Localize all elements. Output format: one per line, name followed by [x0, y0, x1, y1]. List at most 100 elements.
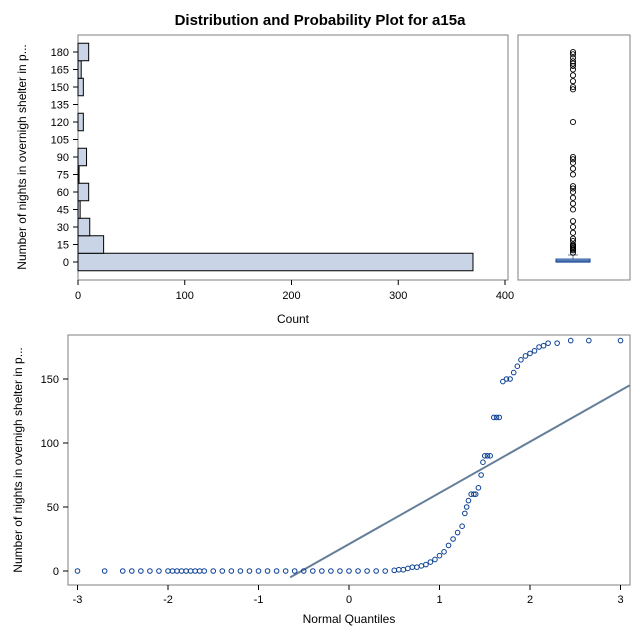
boxplot-outlier	[569, 48, 577, 56]
qq-point	[540, 342, 547, 349]
histogram-y-tick-label: 45	[57, 205, 69, 217]
histogram-x-tick-label: 0	[75, 290, 81, 302]
qq-y-axis-label: Number of nights in overnigh shelter in …	[11, 347, 25, 572]
qq-point	[480, 459, 486, 466]
histogram-panel: 0 15 30 45 60 75 90 105 120 135 150 165 180 0 100 200 3…	[15, 34, 514, 326]
qq-point	[355, 568, 361, 574]
boxplot-outlier	[569, 54, 577, 61]
qq-point	[156, 568, 162, 574]
qq-point	[187, 568, 194, 574]
qq-point	[514, 363, 521, 370]
qq-point	[462, 510, 468, 517]
boxplot-outlier	[569, 200, 577, 207]
qq-point	[74, 568, 81, 574]
histogram-x-tick-label: 400	[496, 290, 514, 302]
qq-x-axis-label: Normal Quantiles	[303, 612, 396, 626]
qq-point	[475, 485, 482, 491]
boxplot-outlier	[569, 183, 577, 190]
histogram-x-axis: 0 100 200 300 400	[75, 280, 514, 302]
boxplot-outlier	[569, 78, 577, 85]
boxplot-body	[555, 254, 591, 263]
boxplot-outlier	[569, 241, 577, 248]
histogram-bar	[77, 200, 81, 219]
histogram-x-axis-label: Count	[277, 312, 310, 326]
qq-point	[496, 414, 503, 421]
qq-point	[228, 568, 235, 574]
qq-point	[174, 568, 180, 574]
chart-title: Distribution and Probability Plot for a1…	[174, 12, 466, 29]
qq-point	[405, 565, 411, 572]
histogram-y-tick-label: 120	[51, 117, 69, 129]
qq-points	[74, 337, 624, 574]
histogram-y-tick-label: 165	[51, 65, 69, 77]
qq-x-tick-label: 0	[346, 594, 352, 606]
qq-point	[414, 564, 420, 570]
qq-x-tick-label: 3	[617, 594, 623, 606]
qq-x-tick-label: -1	[254, 594, 264, 606]
qq-point	[373, 568, 379, 574]
histogram-y-tick-label: 60	[57, 187, 69, 199]
histogram-y-axis: 0 15 30 45 60 75 90 105 120 135 150 165 180	[51, 47, 78, 269]
qq-point	[147, 568, 153, 574]
qq-point	[237, 568, 244, 574]
histogram-bar	[77, 77, 84, 97]
boxplot-outlier	[569, 188, 577, 196]
boxplot-outlier	[569, 206, 577, 213]
histogram-x-tick-label: 300	[389, 290, 407, 302]
qq-point	[432, 556, 438, 563]
boxplot-outlier	[569, 153, 577, 161]
qq-plot-panel: 0 50 100 150 -3 -2 -1 0 1 2 3 Normal Quantiles Nu…	[11, 334, 631, 626]
qq-point	[463, 504, 470, 510]
qq-point	[119, 568, 126, 574]
histogram-y-tick-label: 75	[57, 170, 69, 182]
qq-point	[465, 497, 472, 504]
qq-point	[522, 353, 529, 359]
qq-point	[418, 563, 425, 569]
qq-point	[478, 472, 484, 478]
histogram-y-tick-label: 150	[51, 82, 69, 94]
qq-plot-frame	[67, 334, 631, 586]
qq-point	[409, 564, 416, 570]
qq-point	[493, 414, 500, 421]
qq-point	[507, 376, 513, 382]
qq-point	[503, 376, 510, 382]
boxplot-outlier	[569, 237, 577, 245]
histogram-y-tick-label: 30	[57, 222, 69, 234]
qq-point	[246, 568, 253, 574]
histogram-x-tick-label: 100	[176, 290, 194, 302]
qq-point	[545, 340, 551, 346]
qq-point	[423, 561, 429, 568]
qq-y-tick-label: 50	[47, 502, 59, 514]
boxplot-outlier	[569, 218, 577, 225]
histogram-y-tick-label: 0	[63, 257, 69, 269]
qq-point	[273, 568, 280, 574]
qq-point	[567, 337, 574, 344]
boxplot-panel	[517, 34, 631, 281]
qq-point	[427, 559, 434, 565]
qq-point	[129, 568, 135, 574]
qq-point	[196, 568, 203, 574]
qq-point	[291, 568, 298, 574]
qq-point	[219, 568, 226, 574]
histogram-bar	[77, 235, 105, 254]
qq-point	[183, 568, 189, 574]
qq-y-axis: 0 50 100 150	[41, 374, 68, 578]
qq-point	[518, 357, 524, 363]
qq-point	[617, 337, 624, 344]
histogram-bar	[77, 252, 474, 272]
qq-point	[192, 568, 198, 574]
histogram-y-tick-label: 135	[51, 100, 69, 112]
boxplot-outlier	[569, 83, 577, 91]
qq-point	[138, 568, 144, 574]
boxplot-outlier	[569, 194, 577, 201]
histogram-bars	[77, 42, 474, 272]
qq-point	[395, 566, 402, 573]
qq-point	[454, 529, 461, 536]
qq-point	[165, 568, 171, 574]
boxplot-outlier	[569, 185, 577, 192]
qq-point	[255, 568, 262, 574]
qq-x-tick-label: 1	[436, 594, 442, 606]
boxplot-frame	[517, 34, 631, 281]
boxplot-outlier	[569, 118, 577, 126]
qq-reference-line-segment	[289, 384, 631, 579]
